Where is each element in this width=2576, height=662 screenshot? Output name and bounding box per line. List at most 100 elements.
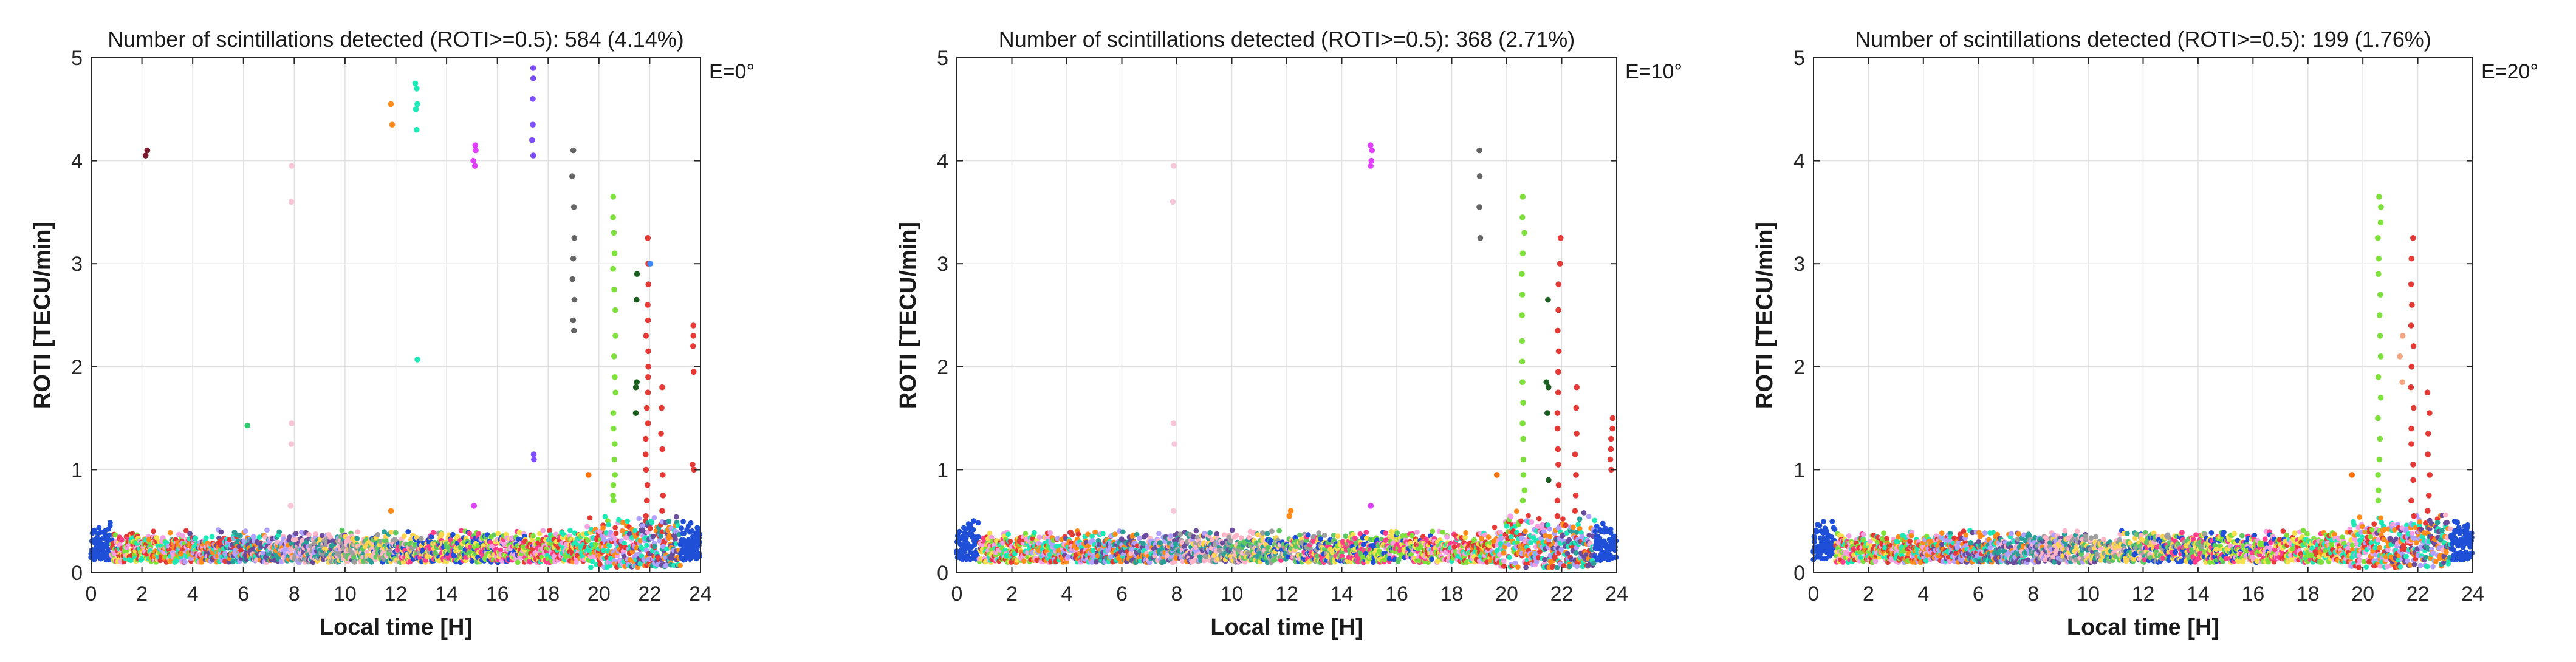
data-point [1005,531,1011,537]
data-point [690,343,696,349]
data-point [1120,529,1126,535]
data-point [645,348,651,355]
data-point [679,525,684,531]
data-point [1047,530,1053,536]
data-point [643,513,649,519]
data-point [472,142,479,148]
data-point [142,152,149,159]
data-point [1526,513,1531,519]
data-point [388,101,394,107]
data-point [1370,559,1376,565]
data-point [1574,550,1579,556]
data-point [414,126,420,133]
data-point [1592,517,1598,524]
data-point [585,472,592,478]
data-point [471,163,478,169]
data-point [530,65,536,71]
data-point [414,101,420,107]
data-point [430,530,436,536]
data-point [697,539,702,545]
data-point [571,327,577,334]
data-point [107,520,113,525]
y-tick-label: 4 [71,150,83,173]
data-point [660,493,666,499]
x-tick-label: 16 [486,582,509,606]
data-point [611,456,618,463]
data-point [592,542,598,547]
data-point [611,250,618,257]
data-point [530,451,537,457]
data-point [375,532,381,537]
data-point [439,531,445,537]
data-point [1501,558,1507,564]
data-point [643,435,649,442]
data-point [632,384,639,391]
x-tick-label: 0 [86,582,97,606]
data-point [1492,524,1498,530]
data-point [250,534,256,540]
data-point [288,441,295,447]
data-point [571,296,578,303]
x-tick-label: 10 [334,582,357,606]
data-point [193,536,199,541]
data-point [530,75,536,81]
data-point [402,533,407,539]
data-point [645,235,651,241]
data-point [567,527,573,533]
data-point [264,527,270,533]
data-point [287,503,294,509]
data-point [1515,564,1521,570]
data-point [293,531,299,536]
data-point [1156,531,1162,536]
data-point [1092,529,1098,535]
data-point [612,389,619,395]
data-point [659,508,665,514]
data-point [530,533,536,539]
data-point [1501,564,1507,569]
data-point [129,531,135,536]
data-point [1100,531,1106,536]
data-point [151,528,156,534]
data-point [644,542,649,548]
data-point [659,404,665,411]
data-point [673,536,678,542]
data-point [643,404,650,411]
data-point [1203,554,1209,559]
data-point [1269,528,1275,534]
data-point [244,422,251,429]
data-point [1276,528,1283,534]
data-point [1069,532,1075,537]
data-point [1501,550,1507,556]
data-point [313,531,318,537]
data-point [1383,530,1389,536]
data-point [414,357,420,363]
data-point [613,530,619,536]
data-point [570,147,577,154]
data-point [1112,531,1118,537]
data-point [1536,516,1542,522]
data-point [697,553,703,559]
data-point [91,527,97,533]
data-point [1547,526,1553,532]
data-point [531,456,537,463]
data-point [209,534,215,540]
data-point [1608,526,1614,532]
data-point [691,369,697,375]
data-point [569,173,575,179]
data-point [650,533,656,539]
data-point [956,528,962,534]
data-point [1228,538,1234,544]
data-point [1462,534,1468,541]
data-point [610,482,617,488]
x-tick-label: 6 [238,582,249,606]
data-point [96,525,102,531]
data-point [645,317,651,324]
data-point [1429,556,1435,562]
data-point [393,530,399,536]
data-point [690,333,696,339]
data-point [690,462,696,468]
data-point [570,317,577,324]
data-point [1523,564,1529,570]
